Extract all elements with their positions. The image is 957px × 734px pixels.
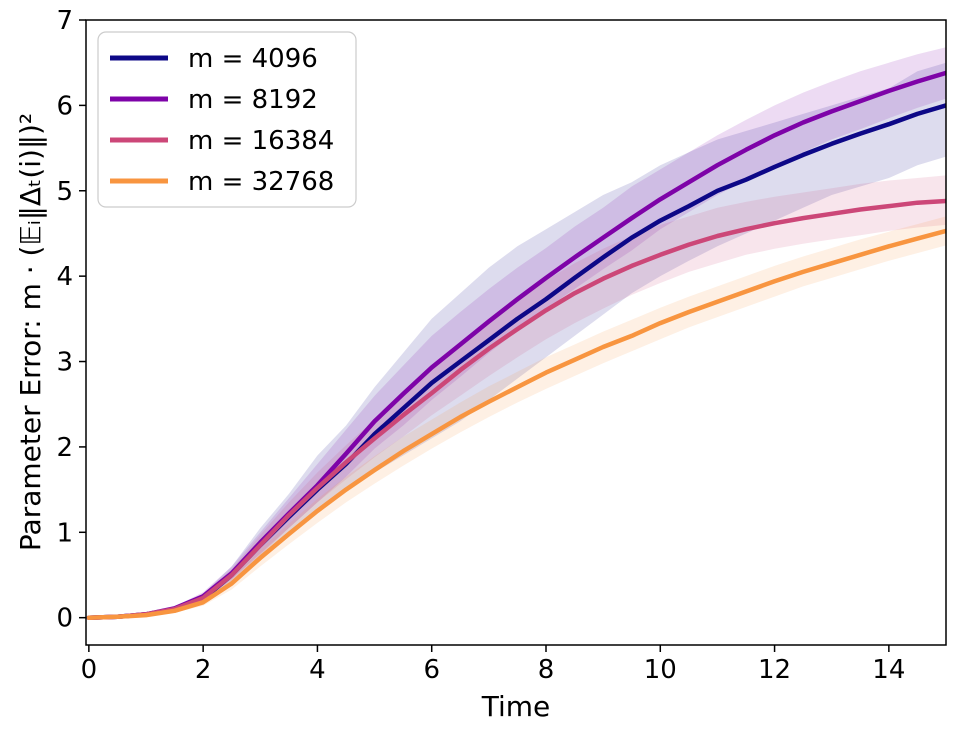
- plot-frame: [85, 19, 947, 646]
- confidence-band-2: [88, 175, 946, 618]
- x-tick-label: 2: [195, 655, 212, 685]
- x-tick-label: 0: [81, 655, 98, 685]
- y-axis-ticks: 0 1 2 3 4 5 6 7: [56, 6, 86, 634]
- legend: m = 4096 m = 8192 m = 16384 m = 32768: [97, 31, 357, 208]
- series-lines: [86, 70, 946, 620]
- x-tick-label: 4: [309, 655, 326, 685]
- y-tick-label: 7: [56, 6, 73, 36]
- y-tick-label: 0: [56, 604, 73, 634]
- legend-entry: m = 16384: [110, 126, 334, 156]
- x-tick-label: 8: [538, 655, 555, 685]
- legend-label: m = 8192: [188, 85, 318, 115]
- legend-entry: m = 8192: [110, 85, 318, 115]
- x-axis-label: Time: [481, 690, 551, 723]
- y-tick-label: 6: [56, 91, 73, 121]
- confidence-band-0: [88, 62, 946, 618]
- y-tick-label: 4: [56, 262, 73, 292]
- confidence-bands: [88, 47, 946, 618]
- x-tick-label: 6: [423, 655, 440, 685]
- confidence-band-1: [88, 47, 946, 618]
- y-tick-label: 5: [56, 177, 73, 207]
- x-tick-label: 14: [872, 655, 905, 685]
- y-tick-label: 3: [56, 348, 73, 378]
- series-line-3: [86, 228, 946, 620]
- legend-entry: m = 32768: [110, 167, 334, 197]
- legend-label: m = 32768: [188, 167, 334, 197]
- x-tick-label: 10: [644, 655, 677, 685]
- legend-box: [97, 31, 357, 208]
- legend-entry: m = 4096: [110, 44, 318, 74]
- x-tick-label: 12: [758, 655, 791, 685]
- legend-label: m = 16384: [188, 126, 334, 156]
- series-line-2: [86, 198, 946, 620]
- x-axis-ticks: 0 2 4 6 8 10 12 14: [81, 645, 905, 685]
- y-axis-label: Parameter Error: m · (𝔼ᵢ‖Δₜ(i)‖)²: [14, 113, 47, 551]
- y-tick-label: 2: [56, 433, 73, 463]
- legend-label: m = 4096: [188, 44, 318, 74]
- y-tick-label: 1: [56, 518, 73, 548]
- confidence-band-3: [88, 216, 946, 618]
